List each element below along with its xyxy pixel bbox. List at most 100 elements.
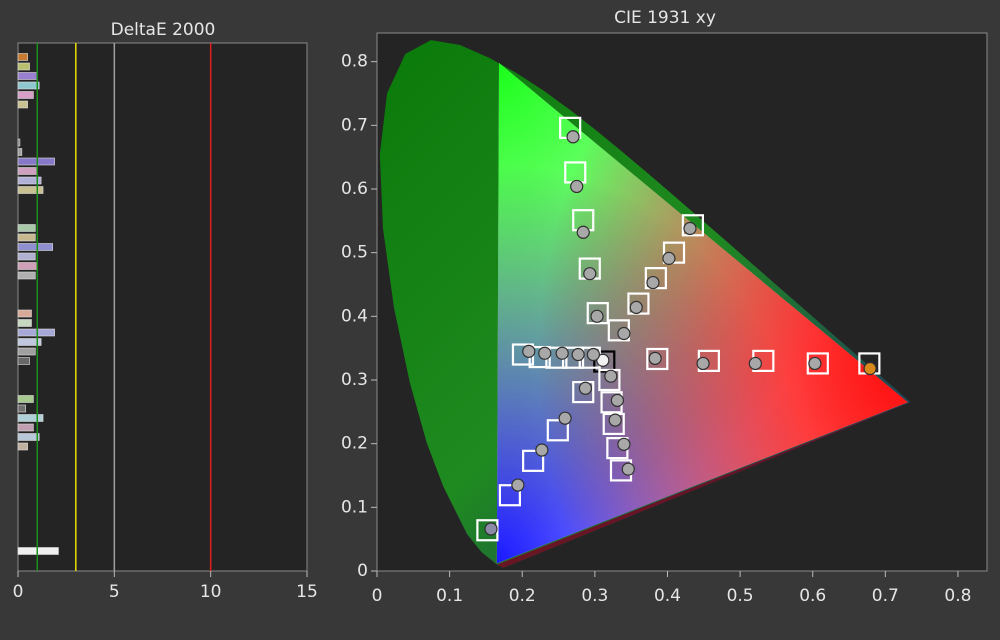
bar	[17, 414, 44, 422]
bar	[17, 138, 21, 147]
measured-marker	[583, 267, 597, 281]
x-tick-label: 0.3	[581, 586, 608, 606]
bar	[17, 404, 27, 413]
x-tick-label: 0.8	[944, 586, 971, 606]
y-tick-label: 0	[357, 561, 368, 581]
x-tick-label: 15	[296, 582, 318, 602]
chart-title: DeltaE 2000	[111, 20, 216, 40]
bar	[17, 319, 32, 327]
measured-marker	[621, 462, 635, 476]
bar	[17, 433, 40, 441]
y-tick-label: 0.3	[341, 370, 368, 390]
measured-marker	[646, 275, 660, 290]
target-marker	[586, 302, 609, 325]
measured-marker	[566, 130, 580, 144]
x-tick-label: 5	[109, 582, 120, 602]
plot-area	[17, 42, 308, 572]
measured-marker	[576, 225, 590, 239]
target-marker	[593, 350, 616, 373]
target-marker	[681, 214, 704, 237]
measured-marker	[629, 300, 643, 315]
bar	[17, 81, 40, 90]
measured-marker	[535, 443, 549, 457]
bar	[17, 72, 38, 80]
gamut-diagram	[379, 40, 911, 568]
measured-marker	[617, 326, 631, 341]
y-tick-label: 0.7	[341, 115, 368, 135]
bar	[17, 148, 23, 156]
measured-marker	[511, 478, 525, 492]
x-tick-label: 0.6	[799, 586, 826, 606]
bar	[17, 233, 36, 242]
target-marker	[646, 347, 669, 371]
bar	[17, 157, 55, 166]
bar	[17, 271, 36, 280]
measured-marker	[863, 361, 877, 376]
bar	[17, 347, 36, 356]
target-marker	[522, 449, 545, 472]
bar	[17, 547, 59, 555]
y-tick-label: 0.8	[341, 52, 368, 72]
measured-marker	[578, 381, 593, 395]
measured-marker	[696, 356, 710, 371]
y-tick-label: 0.2	[341, 434, 368, 454]
x-tick-label: 0	[13, 582, 24, 602]
target-marker	[498, 484, 521, 507]
bar	[17, 252, 36, 261]
x-tick-label: 0.7	[872, 586, 899, 606]
bar	[17, 243, 53, 251]
x-tick-label: 0.2	[509, 586, 536, 606]
locus-shade	[496, 402, 911, 568]
x-tick-label: 10	[200, 582, 222, 602]
measured-marker	[586, 347, 601, 362]
x-tick-label: 0.5	[727, 586, 754, 606]
measured-marker	[596, 353, 610, 367]
bar	[17, 53, 28, 61]
y-tick-label: 0.1	[341, 497, 368, 517]
x-tick-label: 0.1	[436, 586, 463, 606]
bar	[17, 176, 42, 185]
measured-marker	[662, 251, 676, 265]
y-tick-label: 0.6	[341, 179, 368, 199]
measured-marker	[558, 411, 572, 425]
bar	[17, 357, 30, 365]
bar	[17, 442, 28, 451]
measured-marker	[590, 309, 604, 323]
target-marker	[662, 241, 686, 264]
measured-marker	[617, 437, 631, 451]
bar	[17, 100, 28, 109]
measured-marker	[808, 356, 822, 371]
bar	[17, 395, 34, 403]
measured-marker	[484, 522, 498, 536]
x-tick-label: 0	[372, 586, 383, 606]
y-tick-label: 0.4	[341, 306, 368, 326]
measured-marker	[571, 347, 585, 362]
measured-marker	[748, 356, 762, 371]
bar	[17, 338, 42, 346]
target-marker	[806, 352, 829, 375]
bar	[17, 167, 38, 175]
bar	[17, 328, 55, 337]
measured-marker	[604, 369, 618, 383]
measured-marker	[608, 413, 622, 427]
x-tick-label: 0.4	[654, 586, 681, 606]
measured-marker	[522, 344, 536, 358]
chart-title: CIE 1931 xy	[614, 8, 716, 28]
measured-marker	[610, 393, 624, 407]
y-tick-label: 0.5	[341, 243, 368, 263]
bar	[17, 309, 32, 318]
gamut-red	[496, 62, 908, 564]
bar	[17, 62, 30, 71]
target-marker	[546, 419, 569, 442]
measured-marker	[570, 179, 584, 194]
bar	[17, 224, 36, 232]
bar	[17, 91, 34, 99]
bar	[17, 186, 44, 194]
measured-marker	[683, 221, 697, 236]
bar	[17, 262, 38, 270]
measured-marker	[648, 351, 662, 365]
measured-marker	[538, 346, 552, 360]
measured-marker	[555, 346, 569, 360]
